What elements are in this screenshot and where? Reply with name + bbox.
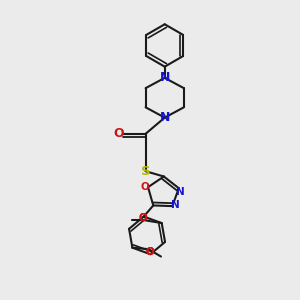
Text: S: S [141,165,150,178]
Text: O: O [113,127,124,140]
Text: O: O [140,182,149,192]
Text: O: O [138,213,147,223]
Text: O: O [146,247,154,257]
Text: N: N [176,187,185,197]
Text: N: N [172,200,180,210]
Text: N: N [160,71,170,84]
Text: O: O [146,247,154,257]
Text: O: O [138,213,147,223]
Text: N: N [160,111,170,124]
